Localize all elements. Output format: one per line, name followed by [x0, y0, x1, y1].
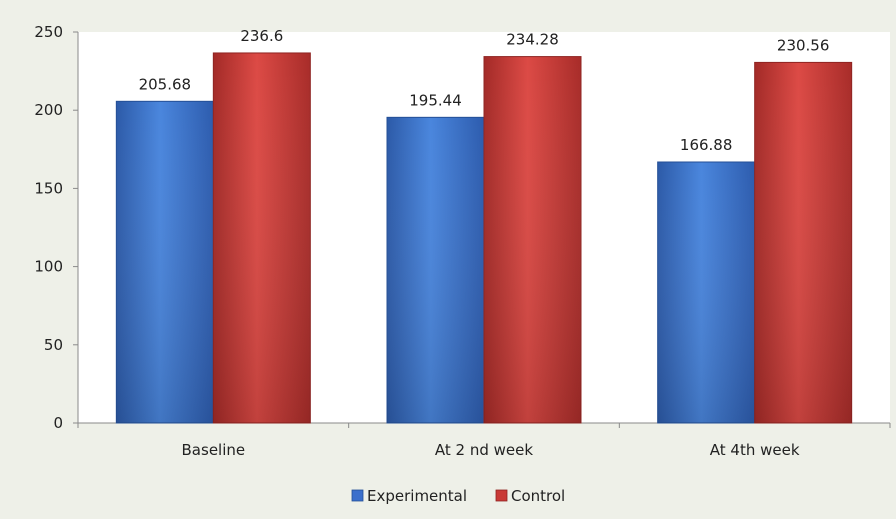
data-label-control: 230.56: [777, 36, 830, 54]
bar-shade-control: [754, 62, 852, 423]
y-tick-label: 50: [44, 336, 63, 354]
bar-shade-control: [484, 56, 581, 423]
x-tick-label: At 4th week: [710, 441, 800, 459]
legend-label-control: Control: [511, 487, 565, 505]
y-tick-label: 250: [34, 23, 63, 41]
y-tick-label: 150: [34, 179, 63, 197]
bar-shade-experimental: [387, 117, 484, 423]
bar-shade-experimental: [116, 101, 214, 424]
legend-swatch-control: [495, 489, 508, 502]
y-tick-label: 200: [34, 101, 63, 119]
data-label-experimental: 166.88: [680, 136, 733, 154]
y-tick-label: 100: [34, 258, 63, 276]
bar-shade-experimental: [657, 161, 755, 423]
data-label-experimental: 195.44: [409, 91, 462, 109]
data-label-experimental: 205.68: [139, 75, 192, 93]
data-label-control: 234.28: [506, 31, 559, 49]
y-tick-label: 0: [53, 414, 63, 432]
data-label-control: 236.6: [240, 27, 283, 45]
x-tick-label: At 2 nd week: [435, 441, 533, 459]
x-tick-label: Baseline: [182, 441, 246, 459]
legend-swatch-experimental: [351, 489, 364, 502]
bar-shade-control: [213, 52, 311, 423]
legend-label-experimental: Experimental: [367, 487, 467, 505]
